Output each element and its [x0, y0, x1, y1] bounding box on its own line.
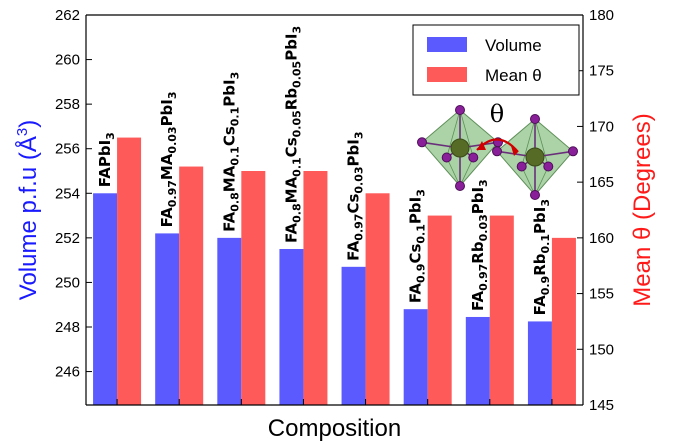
- right-tick-label: 165: [589, 174, 614, 191]
- right-tick-label: 145: [589, 397, 614, 414]
- volume-bar: [217, 237, 242, 405]
- lead-atom: [525, 147, 545, 167]
- arc-arrowhead: [477, 141, 486, 150]
- legend-label: Volume: [485, 36, 542, 55]
- volume-bar: [465, 316, 490, 405]
- iodine-atom: [441, 152, 452, 163]
- volume-bar: [155, 233, 180, 405]
- composition-label: FAPbI3: [96, 132, 117, 187]
- left-tick-label: 246: [55, 364, 80, 381]
- left-tick-label: 256: [55, 141, 80, 158]
- mean-theta-bar: [241, 171, 266, 405]
- mean-theta-bar: [303, 171, 328, 405]
- right-tick-label: 175: [589, 63, 614, 80]
- left-tick-label: 258: [55, 96, 80, 113]
- octahedra-inset: θ: [417, 100, 578, 200]
- mean-theta-bar: [551, 237, 576, 405]
- iodine-atom: [468, 152, 479, 163]
- mean-theta-bar: [427, 215, 452, 405]
- legend-swatch: [427, 37, 467, 52]
- composition-label: FA0.97MA0.03PbI3: [158, 91, 179, 227]
- composition-label: FA0.97Rb0.03PbI3: [469, 179, 490, 311]
- left-axis-title: Volume p.f.u (Å3): [14, 120, 42, 300]
- right-tick-label: 150: [589, 341, 614, 358]
- iodine-atom: [516, 161, 527, 172]
- volume-bar: [403, 309, 428, 405]
- lead-atom: [450, 138, 470, 158]
- right-axis-title: Mean θ (Degrees): [629, 113, 656, 306]
- bars-layer: [93, 137, 576, 406]
- legend-box: [412, 24, 580, 96]
- legend-swatch: [427, 67, 467, 82]
- iodine-atom: [455, 181, 465, 191]
- left-tick-label: 248: [55, 319, 80, 336]
- iodine-atom: [492, 146, 502, 157]
- right-tick-label: 160: [589, 230, 614, 247]
- iodine-atom: [543, 161, 554, 172]
- iodine-atom: [455, 105, 465, 115]
- left-tick-label: 260: [55, 52, 80, 69]
- right-tick-label: 180: [589, 7, 614, 24]
- volume-bar: [279, 249, 304, 405]
- theta-symbol: θ: [490, 100, 504, 128]
- left-tick-label: 254: [55, 185, 80, 202]
- composition-label: FA0.8MA0.1Cs0.05Rb0.05PbI3: [282, 26, 303, 243]
- iodine-atom: [530, 190, 540, 200]
- volume-bar: [93, 193, 118, 405]
- mean-theta-bar: [489, 215, 514, 405]
- volume-bar: [527, 321, 552, 405]
- iodine-atom: [568, 146, 578, 157]
- iodine-atom: [417, 137, 427, 148]
- right-tick-label: 170: [589, 118, 614, 135]
- left-tick-label: 252: [55, 230, 80, 247]
- axes-layer: 246 248 250 252 254 256 258 260 262 145 150 155 160 1…: [14, 7, 656, 442]
- bar-labels-layer: FAPbI3 FA0.97MA0.03PbI3 FA0.8MA0.1Cs0.1PbI…: [96, 26, 552, 316]
- arc-arrowhead: [511, 146, 518, 156]
- composition-label: FA0.97Cs0.03PbI3: [345, 132, 366, 261]
- mean-theta-bar: [117, 137, 142, 406]
- composition-label: FA0.9Rb0.1PbI3: [531, 199, 552, 315]
- right-tick-label: 155: [589, 286, 614, 303]
- mean-theta-bar: [179, 166, 204, 405]
- left-tick-label: 262: [55, 7, 80, 24]
- volume-bar: [341, 266, 366, 405]
- composition-label: FA0.9Cs0.1PbI3: [407, 189, 428, 303]
- composition-label: FA0.8MA0.1Cs0.1PbI3: [220, 72, 241, 232]
- iodine-atom: [530, 114, 540, 124]
- mean-theta-bar: [365, 193, 390, 405]
- left-tick-label: 250: [55, 274, 80, 291]
- legend: Volume Mean θ: [412, 24, 580, 96]
- x-axis-title: Composition: [268, 415, 401, 442]
- legend-label: Mean θ: [485, 66, 542, 85]
